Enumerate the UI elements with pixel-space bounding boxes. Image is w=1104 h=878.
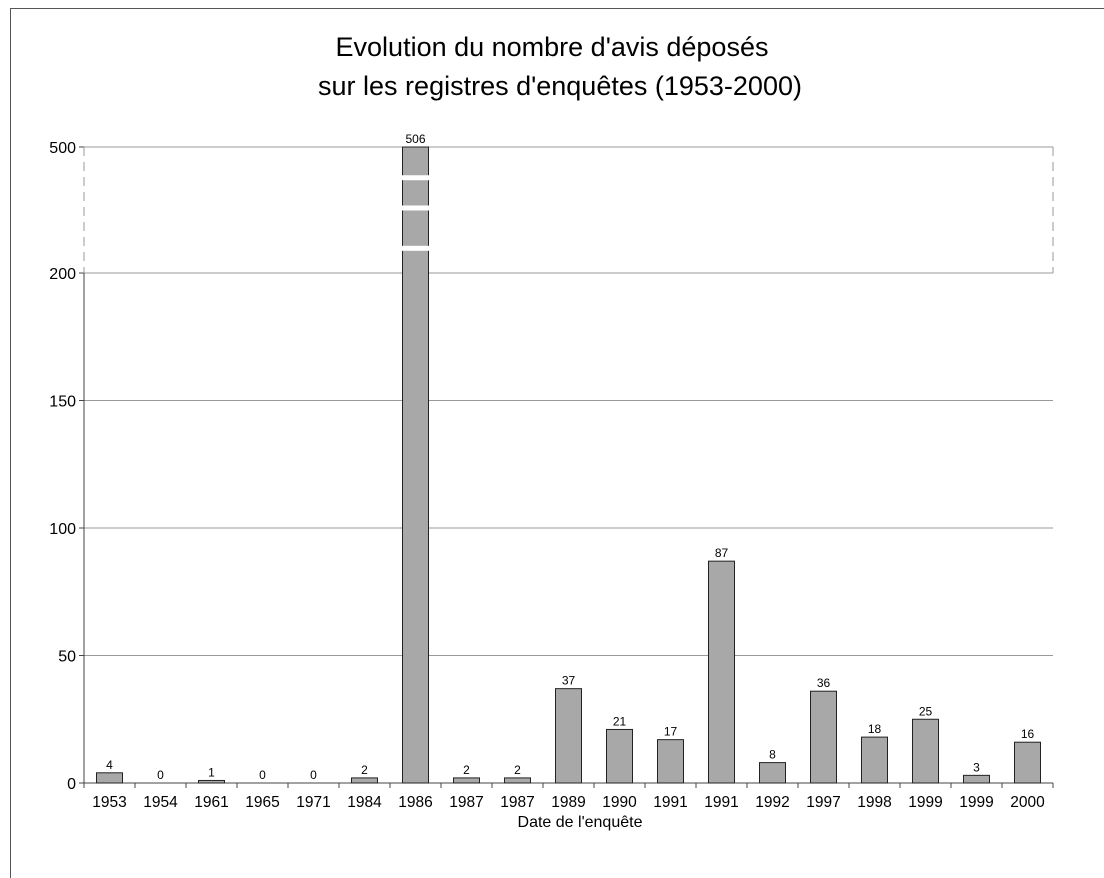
- x-tick-label: 1999: [908, 794, 942, 811]
- bar-data-label: 8: [769, 748, 776, 762]
- y-tick-label: 50: [58, 649, 76, 666]
- bar-data-label: 25: [919, 704, 933, 718]
- x-axis-title: Date de l'enquête: [518, 814, 643, 831]
- bar: [1014, 741, 1041, 784]
- chart-frame: [10, 8, 1104, 878]
- x-tick-label: 1986: [398, 794, 432, 811]
- x-tick-label: 1999: [959, 794, 993, 811]
- x-tick-label: 1987: [500, 794, 534, 811]
- bar: [810, 690, 837, 784]
- bar: [606, 728, 633, 784]
- bar-data-label: 0: [310, 768, 317, 782]
- bar-data-label: 0: [157, 768, 164, 782]
- bar-data-label: 0: [259, 768, 266, 782]
- bar: [963, 774, 990, 784]
- x-tick-label: 1997: [806, 794, 840, 811]
- x-tick-label: 1992: [755, 794, 789, 811]
- x-tick-label: 1990: [602, 794, 637, 811]
- y-tick-label: 0: [67, 776, 76, 793]
- bar: [96, 772, 123, 784]
- bar: [708, 560, 735, 784]
- x-tick-label: 1998: [857, 794, 891, 811]
- x-tick-label: 1961: [194, 794, 228, 811]
- bar-data-label: 17: [664, 725, 678, 739]
- x-tick-label: 1971: [296, 794, 330, 811]
- x-tick-label: 1984: [347, 794, 382, 811]
- bar-data-label: 506: [405, 132, 425, 146]
- bar-data-label: 3: [973, 760, 980, 774]
- x-tick-label: 1991: [653, 794, 687, 811]
- x-tick-label: 1954: [143, 794, 178, 811]
- bar-data-label: 2: [361, 763, 368, 777]
- bar: [351, 777, 378, 784]
- bar: [198, 779, 225, 784]
- bar-data-label: 87: [715, 546, 729, 560]
- bar: [912, 718, 939, 784]
- bar-data-label: 36: [817, 676, 831, 690]
- bar-data-label: 21: [613, 714, 627, 728]
- bar: [861, 736, 888, 784]
- y-tick-label: 200: [49, 266, 76, 283]
- axis-break-band: [401, 245, 430, 251]
- bar: [453, 777, 480, 784]
- chart-title-line-2: sur les registres d'enquêtes (1953-2000): [318, 71, 802, 101]
- x-tick-label: 1965: [245, 794, 279, 811]
- bar-data-label: 18: [868, 722, 882, 736]
- bar-data-label: 37: [562, 674, 576, 688]
- y-tick-label: 100: [49, 521, 76, 538]
- bar-data-label: 1: [208, 765, 215, 779]
- bar-data-label: 2: [463, 763, 470, 777]
- y-tick-label: 500: [49, 140, 76, 157]
- x-tick-label: 1987: [449, 794, 483, 811]
- bar-data-label: 16: [1021, 727, 1035, 741]
- bar: [555, 688, 582, 784]
- chart-title-line-1: Evolution du nombre d'avis déposés: [336, 32, 769, 62]
- y-tick-label: 150: [49, 394, 76, 411]
- bar-data-label: 2: [514, 763, 521, 777]
- axis-break-band: [401, 175, 430, 181]
- x-tick-label: 1953: [92, 794, 126, 811]
- bar: [402, 146, 429, 784]
- bar: [504, 777, 531, 784]
- bar: [759, 762, 786, 784]
- bar-data-label: 4: [106, 758, 113, 772]
- x-tick-label: 1991: [704, 794, 738, 811]
- x-tick-label: 1989: [551, 794, 585, 811]
- axis-break-band: [401, 205, 430, 211]
- x-tick-label: 2000: [1010, 794, 1045, 811]
- bar: [657, 739, 684, 784]
